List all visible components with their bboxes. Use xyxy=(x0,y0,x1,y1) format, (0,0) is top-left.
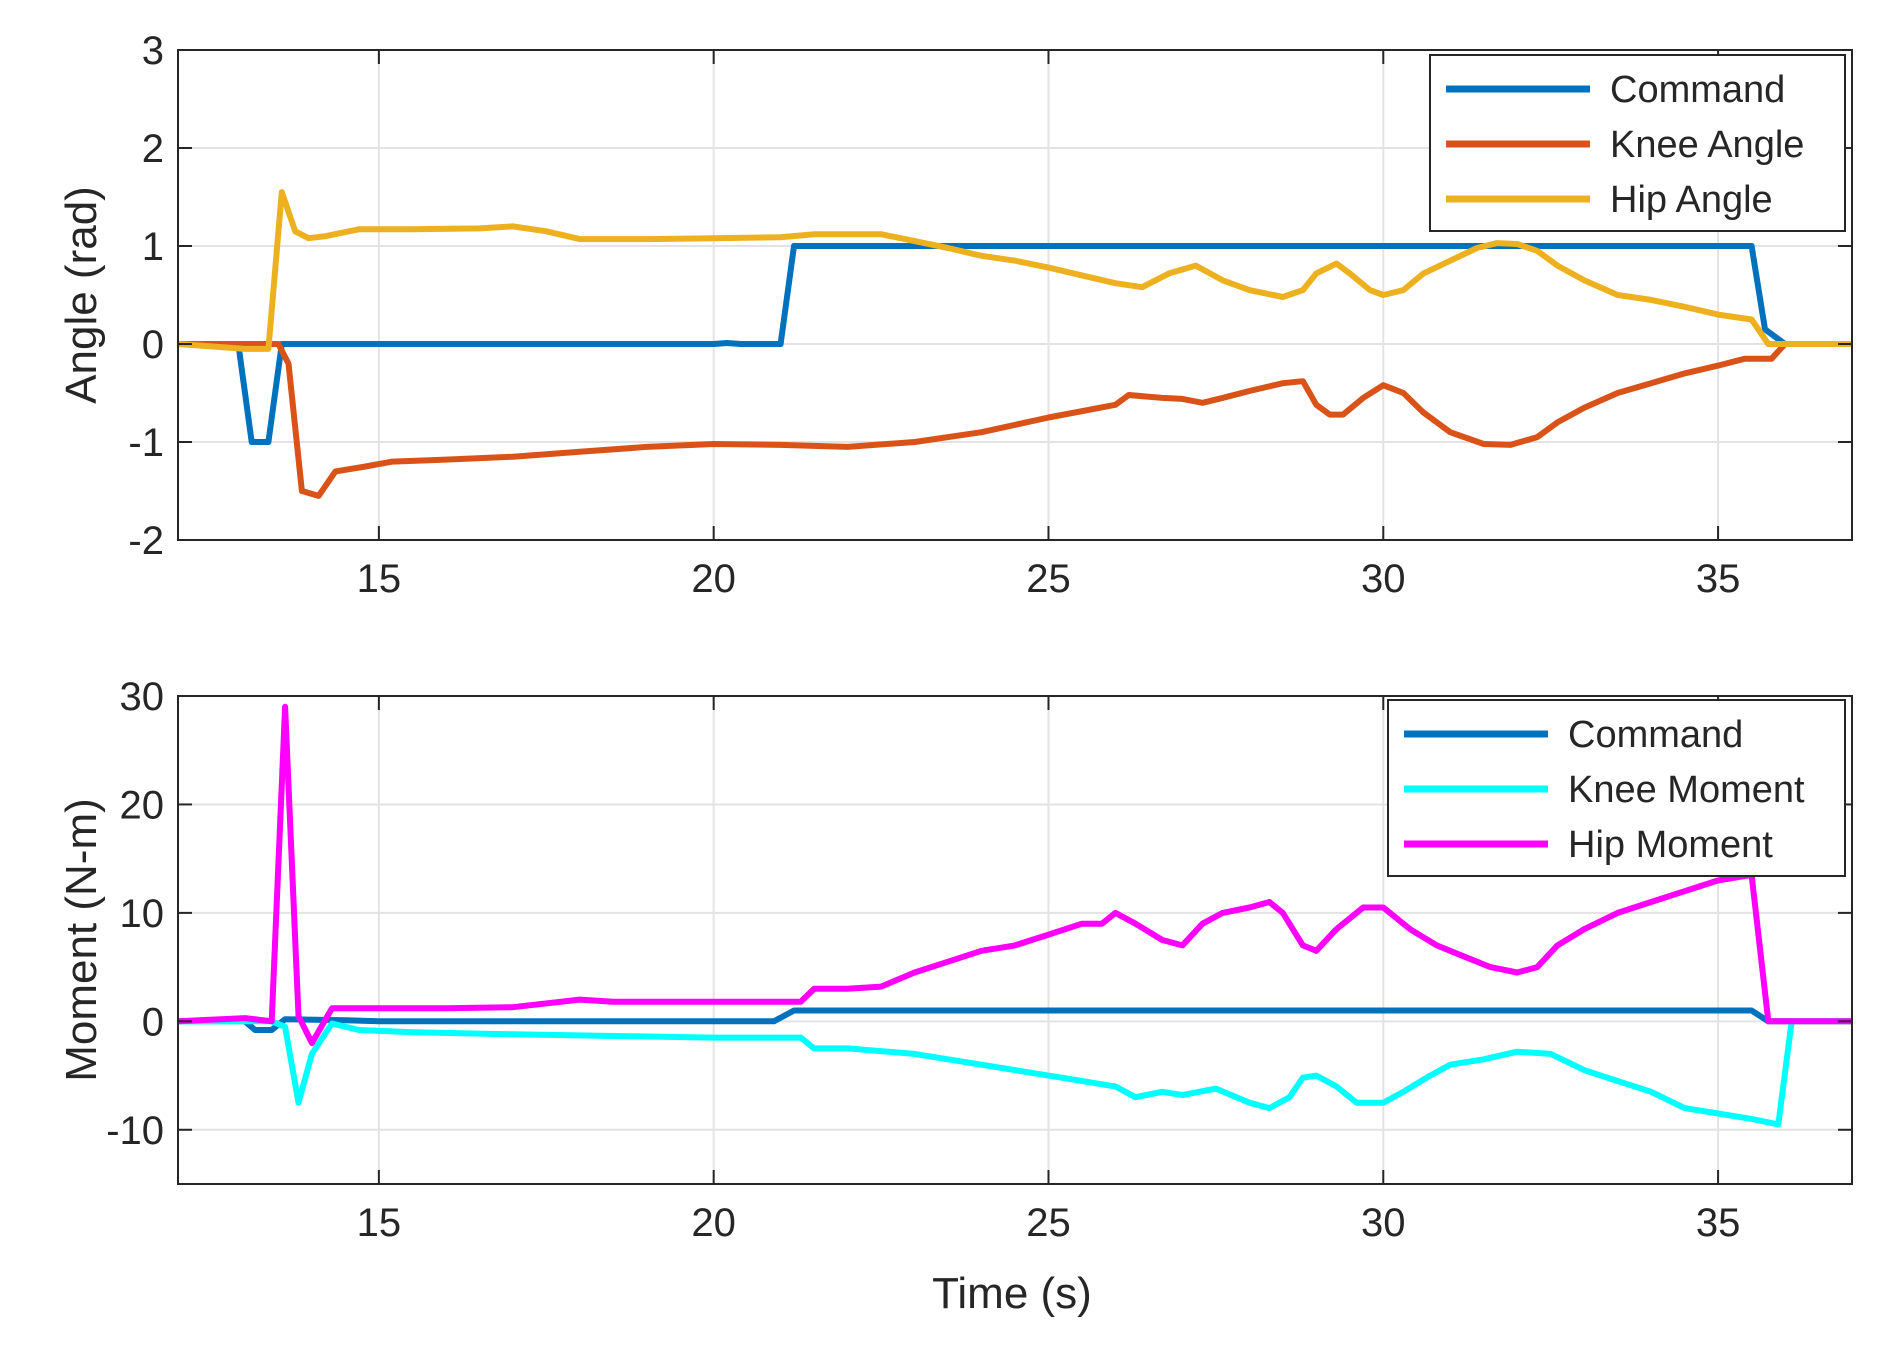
legend-label: Hip Moment xyxy=(1568,824,1773,866)
y-tick-label: 2 xyxy=(142,127,164,171)
series-line-command xyxy=(178,1007,1852,1033)
angle-chart-panel: 15 20 25 30 35 -2 -1 0 1 2 3 Angle (rad) Command Knee… xyxy=(57,29,1853,601)
x-tick-label: 30 xyxy=(1361,557,1406,601)
series-line-hip-moment xyxy=(178,703,1852,1046)
y-tick-label: -1 xyxy=(128,421,164,465)
x-tick-label: 30 xyxy=(1361,1201,1406,1245)
axes-box xyxy=(177,695,1853,1185)
series-line-knee-angle xyxy=(178,341,1852,499)
x-tick-label: 35 xyxy=(1696,557,1741,601)
y-tick-label: 30 xyxy=(120,675,165,719)
x-tick-label: 15 xyxy=(357,1201,402,1245)
x-tick-label: 15 xyxy=(357,557,402,601)
legend: Command Knee Angle Hip Angle xyxy=(1429,54,1846,232)
legend: Command Knee Moment Hip Moment xyxy=(1387,699,1846,877)
legend-label: Knee Angle xyxy=(1610,124,1804,166)
x-axis-title: Time (s) xyxy=(932,1269,1092,1318)
series-line-command xyxy=(178,243,1852,445)
y-axis-title: Moment (N-m) xyxy=(57,798,106,1082)
axes-box xyxy=(177,49,1853,541)
x-tick-label: 20 xyxy=(691,1201,736,1245)
series-line-knee-moment xyxy=(178,1018,1852,1128)
y-tick-label: 0 xyxy=(142,323,164,367)
x-tick-label: 20 xyxy=(691,557,736,601)
y-tick-label: 1 xyxy=(142,225,164,269)
y-tick-label: -2 xyxy=(128,519,164,563)
y-tick-label: 3 xyxy=(142,29,164,73)
y-tick-label: 10 xyxy=(120,892,165,936)
x-tick-label: 35 xyxy=(1696,1201,1741,1245)
legend-label: Knee Moment xyxy=(1568,769,1805,811)
x-tick-label: 25 xyxy=(1026,557,1071,601)
legend-label: Hip Angle xyxy=(1610,179,1773,221)
y-tick-label: 20 xyxy=(120,783,165,827)
moment-chart-panel: 15 20 25 30 35 -10 0 10 20 30 Moment (N-m) Command K… xyxy=(57,675,1853,1245)
x-tick-label: 25 xyxy=(1026,1201,1071,1245)
y-axis-title: Angle (rad) xyxy=(57,186,106,404)
y-tick-label: 0 xyxy=(142,1000,164,1044)
legend-label: Command xyxy=(1610,69,1785,111)
y-tick-label: -10 xyxy=(106,1109,164,1153)
series-line-hip-angle xyxy=(178,189,1852,352)
legend-label: Command xyxy=(1568,714,1743,756)
